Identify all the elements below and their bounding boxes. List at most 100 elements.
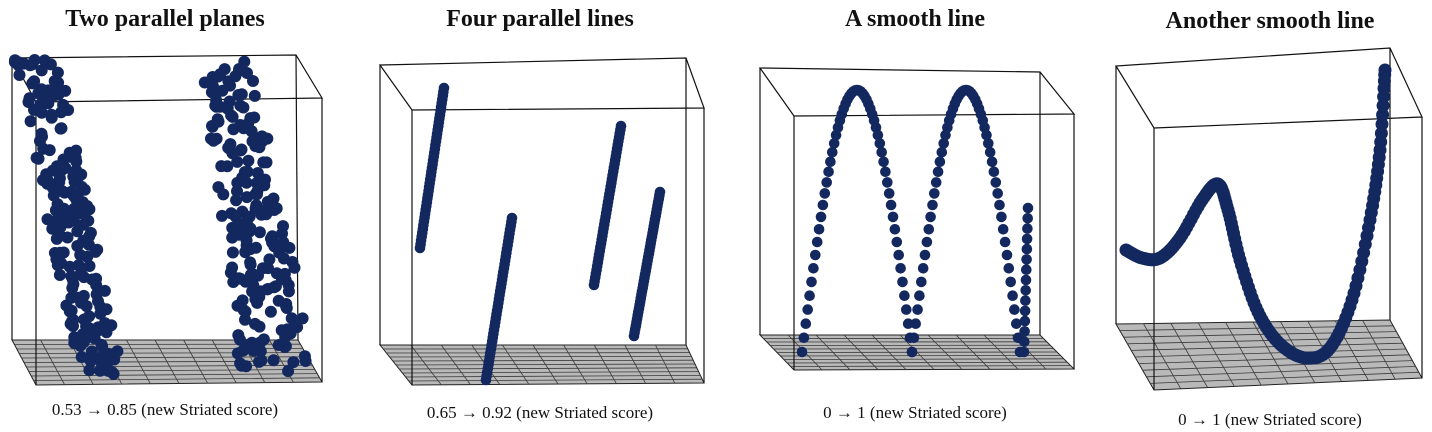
data-point (221, 160, 234, 173)
data-point (1020, 285, 1031, 296)
data-point (269, 280, 282, 293)
data-point (1021, 254, 1032, 265)
data-point (919, 249, 931, 261)
data-point (414, 242, 426, 254)
data-point (56, 185, 69, 198)
data-point (32, 152, 45, 165)
data-point (222, 75, 235, 88)
box-vertical-edge (295, 54, 299, 341)
data-point (83, 260, 96, 272)
floor-grid-line (655, 344, 676, 384)
data-point (240, 234, 253, 247)
chart-panel-another-smooth-line: Another smooth line 0 → 1 (new Striated … (1108, 0, 1432, 432)
data-point (917, 263, 929, 274)
data-point (986, 156, 998, 168)
data-point (1378, 63, 1392, 77)
data-point (1019, 315, 1031, 327)
data-point (24, 59, 37, 72)
data-point (1019, 336, 1030, 348)
floor-grid-line (624, 344, 646, 384)
data-point (92, 321, 105, 334)
data-point (1019, 326, 1030, 337)
data-point (67, 278, 80, 291)
data-point (981, 129, 992, 141)
data-point (908, 332, 920, 344)
data-point (63, 305, 76, 318)
data-point (244, 268, 257, 281)
data-point (1009, 304, 1020, 315)
data-point (226, 231, 239, 244)
data-point (288, 261, 301, 274)
data-point (936, 147, 948, 158)
data-point (226, 261, 239, 274)
data-point (902, 318, 914, 330)
data-point (1020, 274, 1032, 286)
data-point (53, 269, 66, 281)
data-point (983, 138, 994, 149)
data-point (98, 284, 111, 297)
data-point (246, 135, 259, 148)
data-point (255, 354, 268, 367)
data-point (63, 210, 76, 223)
data-point (79, 234, 92, 247)
floor-grid-line (1134, 348, 1407, 358)
data-point (891, 236, 903, 248)
data-point (242, 154, 255, 167)
data-point (1020, 295, 1031, 306)
chart-title: Four parallel lines (446, 6, 634, 32)
data-point (299, 355, 312, 367)
data-point (874, 138, 886, 149)
data-point (802, 304, 813, 315)
data-point (823, 166, 834, 178)
data-point (925, 211, 936, 223)
data-point (804, 290, 815, 302)
data-point (35, 83, 48, 96)
data-point (808, 263, 819, 274)
data-point (266, 236, 279, 249)
data-point (257, 156, 270, 169)
data-point (67, 320, 79, 332)
data-point (236, 205, 249, 218)
data-point (250, 177, 263, 189)
data-point (876, 147, 887, 158)
data-point (51, 160, 63, 173)
data-point (240, 191, 253, 204)
data-point (994, 199, 1005, 211)
data-point (35, 127, 48, 140)
data-point (68, 331, 81, 344)
chart-panel-smooth-line: A smooth line 0 → 1 (new Striated score) (750, 0, 1080, 432)
floor-grid-line (983, 334, 1019, 370)
data-point (806, 276, 817, 288)
data-point (206, 120, 219, 133)
data-point (1011, 318, 1022, 330)
data-point (992, 188, 1003, 199)
chart-panel-two-planes: Two parallel planes 0.53 → 0.85 (new Str… (0, 0, 330, 432)
data-point (882, 177, 893, 188)
data-point (878, 156, 889, 168)
data-point (825, 156, 836, 168)
data-point (225, 207, 238, 220)
data-point (236, 294, 249, 307)
data-point (70, 155, 83, 168)
data-point (275, 324, 288, 337)
data-point (282, 365, 295, 378)
data-point (278, 341, 291, 353)
data-point (223, 95, 236, 108)
data-point (256, 262, 269, 275)
floor-grid-line (211, 339, 237, 384)
data-point (880, 166, 891, 178)
data-point (23, 92, 36, 105)
data-point (887, 211, 899, 223)
data-point (1021, 233, 1033, 245)
data-point (85, 345, 98, 358)
data-point (38, 94, 51, 107)
data-point (798, 332, 810, 344)
data-point (95, 338, 108, 351)
data-point (224, 138, 237, 151)
data-point (821, 177, 832, 188)
data-point (44, 58, 57, 71)
data-point (241, 67, 253, 79)
data-point (239, 305, 252, 318)
data-point (241, 214, 254, 227)
data-point (286, 322, 299, 335)
